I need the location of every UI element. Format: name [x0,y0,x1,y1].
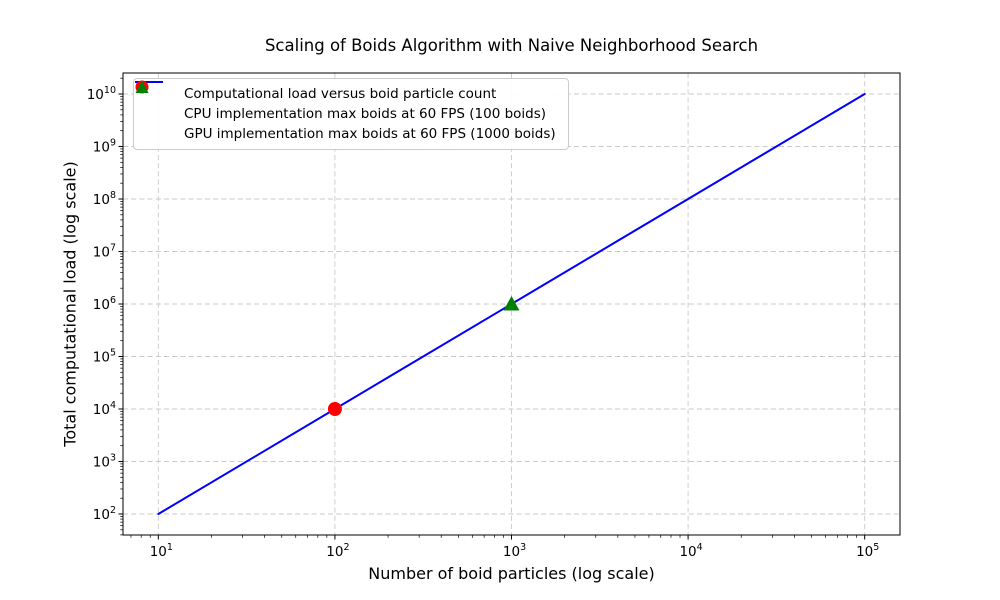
x-tick-label: 103 [503,542,526,560]
y-tick-label: 109 [93,137,116,155]
marker-circle-cpu [327,402,342,416]
y-axis-label: Total computational load (log scale) [60,161,80,447]
legend-entry-cpu-label: CPU implementation max boids at 60 FPS (… [184,106,547,122]
x-tick-label: 101 [150,542,173,560]
legend-entry-line-label: Computational load versus boid particle … [184,86,497,102]
legend-entry-cpu: CPU implementation max boids at 60 FPS (… [135,80,556,124]
y-tick-label: 105 [93,347,116,365]
x-tick-label: 102 [326,542,349,560]
y-tick-label: 106 [93,295,116,313]
y-tick-label: 1010 [87,85,116,103]
y-tick-label: 102 [93,505,116,523]
y-tick-label: 107 [93,242,116,260]
marker-triangle-gpu [503,296,520,311]
legend-entry-gpu-label: GPU implementation max boids at 60 FPS (… [184,126,556,142]
y-tick-label: 108 [93,190,116,208]
chart-title: Scaling of Boids Algorithm with Naive Ne… [264,36,759,55]
x-axis-label: Number of boid particles (log scale) [368,564,655,583]
legend-entry-line: Computational load versus boid particle … [135,81,556,104]
legend-entry-gpu: GPU implementation max boids at 60 FPS (… [135,80,556,144]
y-tick-label: 103 [93,452,116,470]
x-tick-label: 104 [679,542,702,560]
x-tick-label: 105 [856,542,879,560]
legend: Computational load versus boid particle … [133,78,569,150]
y-tick-label: 104 [93,400,116,418]
